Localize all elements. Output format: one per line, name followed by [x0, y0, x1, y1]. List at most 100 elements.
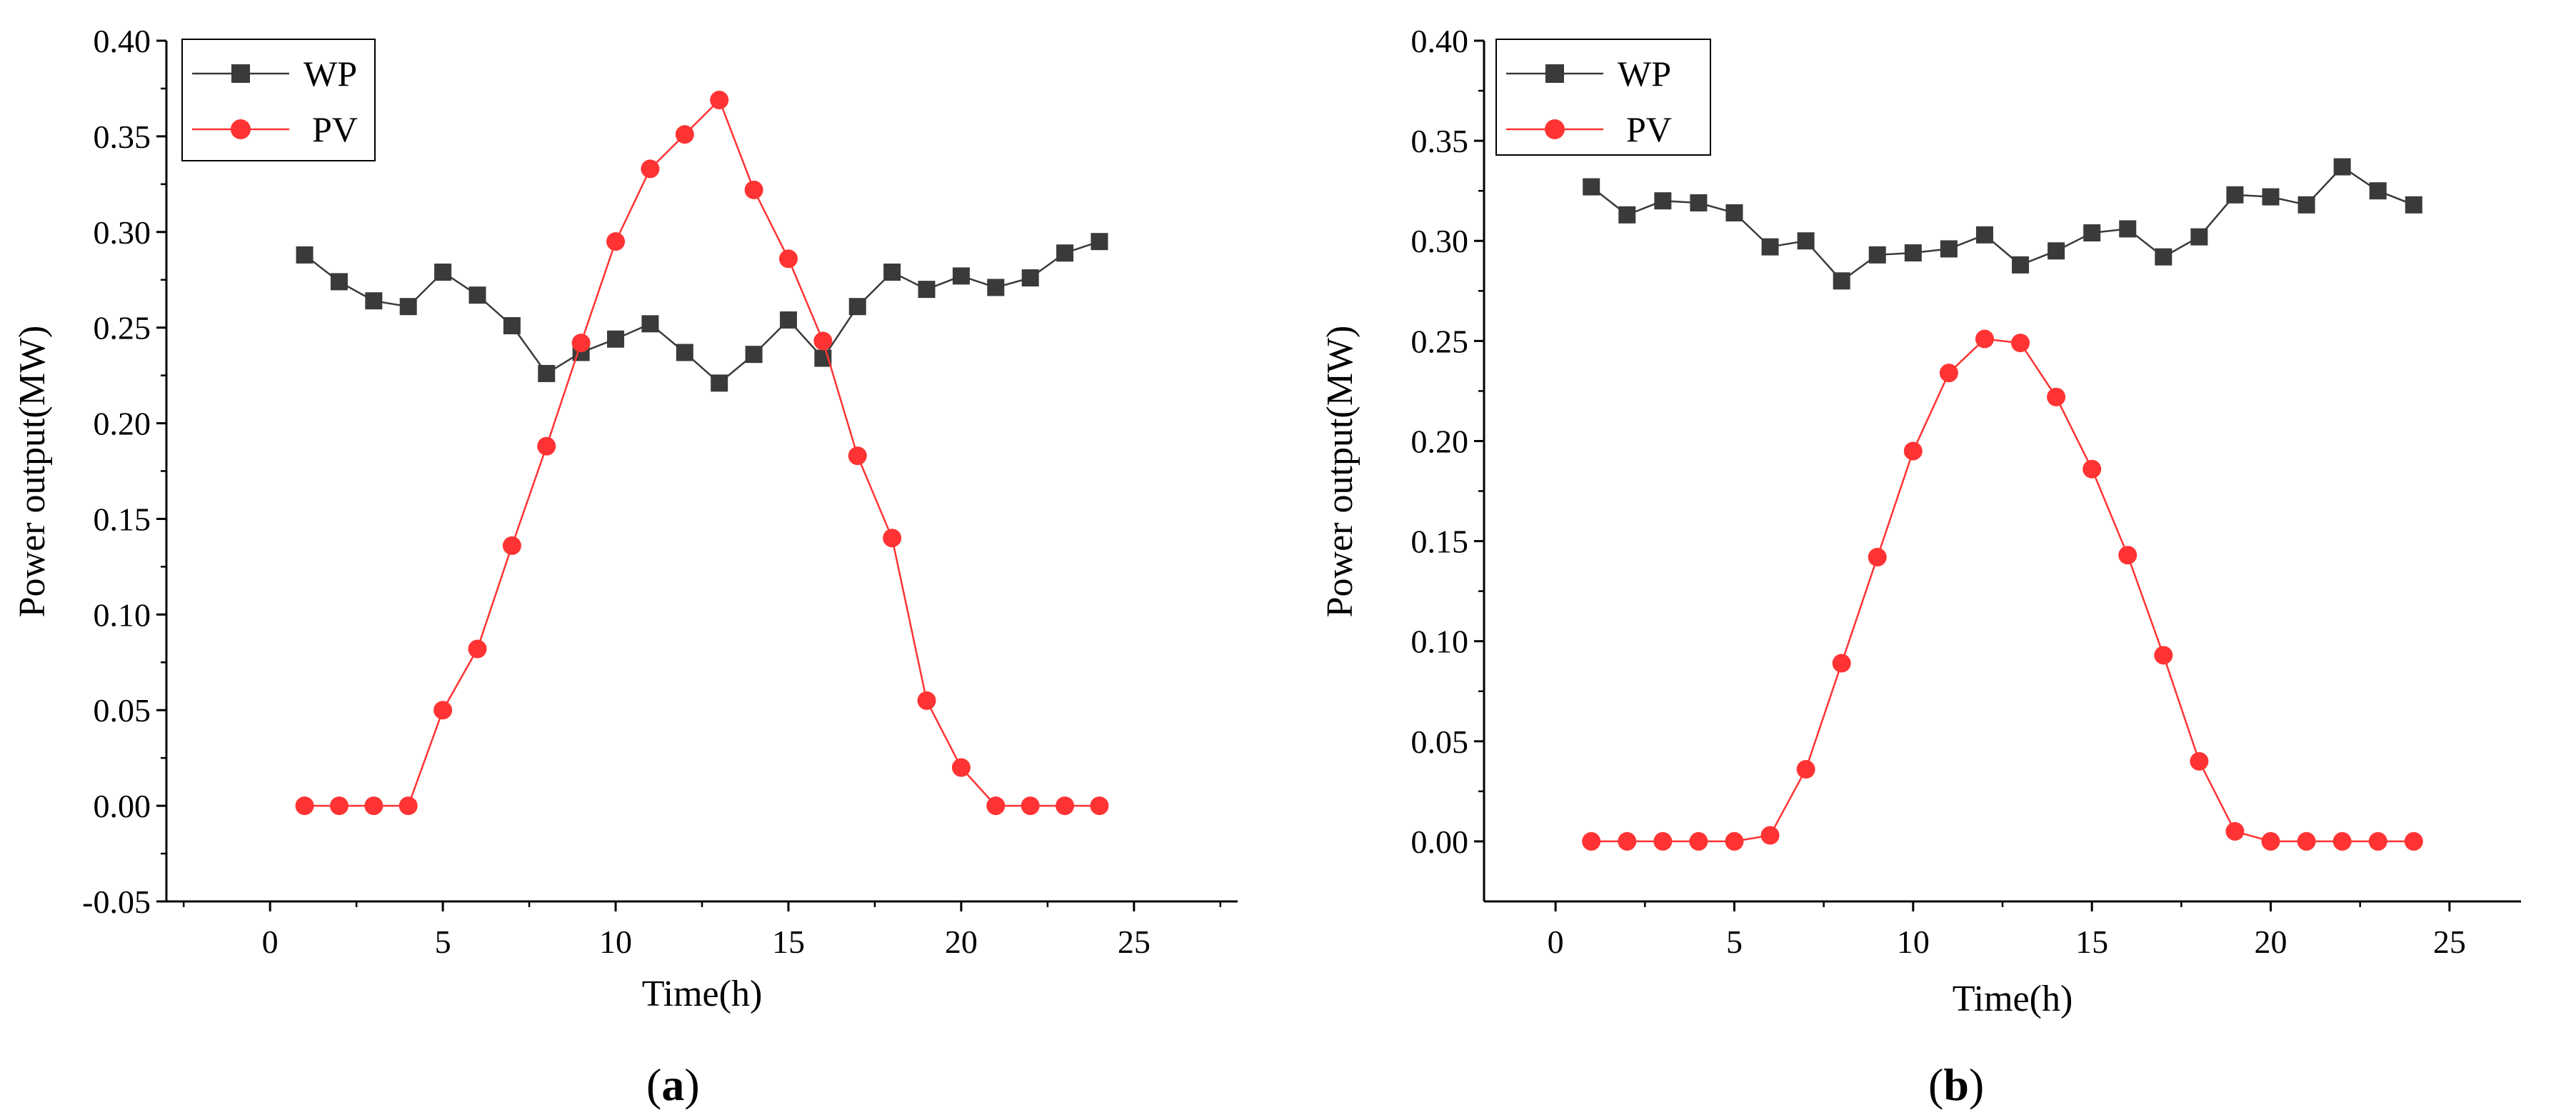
data-point-wp — [779, 311, 797, 329]
data-point-wp — [399, 298, 417, 316]
x-tick-label: 0 — [262, 924, 279, 960]
data-point-pv — [744, 180, 763, 199]
data-point-wp — [987, 279, 1005, 296]
data-point-wp — [918, 281, 936, 299]
y-tick-label: 0.35 — [1411, 123, 1469, 159]
x-tick-label: 20 — [2255, 924, 2287, 960]
y-tick-label: 0.30 — [94, 214, 151, 251]
data-point-wp — [330, 273, 348, 291]
legend: WP PV — [181, 39, 376, 161]
data-point-pv — [433, 701, 453, 720]
x-tick-label: 25 — [1118, 924, 1151, 960]
data-point-pv — [813, 331, 833, 351]
data-point-pv — [399, 796, 418, 816]
data-point-pv — [986, 796, 1006, 816]
data-point-wp — [2297, 196, 2315, 214]
data-point-pv — [502, 536, 521, 555]
y-tick-label: 0.25 — [1411, 323, 1469, 359]
data-point-wp — [365, 292, 383, 310]
y-tick-label: 0.15 — [1411, 524, 1469, 560]
data-point-pv — [951, 758, 971, 777]
x-tick-label: 5 — [1726, 924, 1743, 960]
data-point-wp — [1056, 244, 1074, 262]
x-tick-label: 15 — [2075, 924, 2108, 960]
series-wp — [1583, 158, 2422, 290]
data-point-pv — [364, 796, 384, 816]
x-tick-label: 10 — [599, 924, 632, 960]
data-point-wp — [883, 264, 901, 281]
series-line-pv — [1591, 338, 2414, 843]
data-point-pv — [329, 796, 349, 816]
x-tick-label: 0 — [1548, 924, 1564, 960]
data-point-pv — [2011, 334, 2030, 353]
data-point-pv — [1903, 441, 1923, 461]
data-point-pv — [2154, 646, 2173, 665]
data-point-pv — [1725, 831, 1744, 851]
data-point-wp — [468, 286, 486, 304]
data-point-wp — [1833, 272, 1850, 290]
data-point-pv — [2190, 751, 2209, 771]
data-point-wp — [1904, 244, 1922, 262]
data-point-pv — [468, 639, 487, 659]
data-point-wp — [1091, 233, 1108, 251]
y-tick-label: 0.05 — [94, 692, 151, 729]
data-point-pv — [1653, 831, 1673, 851]
data-point-wp — [2190, 228, 2208, 246]
x-axis-label: Time(h) — [642, 974, 763, 1014]
data-point-wp — [2083, 224, 2101, 242]
data-point-wp — [434, 264, 452, 281]
x-tick-label: 5 — [435, 924, 451, 960]
y-tick-label: -0.05 — [82, 884, 151, 920]
data-point-wp — [1940, 240, 1958, 258]
data-point-pv — [710, 91, 729, 110]
panel-letter: b — [1943, 1059, 1969, 1110]
data-point-pv — [848, 446, 867, 466]
legend: WP PV — [1495, 39, 1711, 156]
data-point-wp — [1690, 194, 1708, 211]
data-point-wp — [2226, 186, 2244, 204]
data-point-pv — [641, 159, 660, 179]
y-tick-label: 0.35 — [94, 119, 151, 155]
data-point-pv — [2261, 831, 2280, 851]
y-tick-label: 0.20 — [94, 406, 151, 442]
data-point-wp — [2405, 196, 2422, 214]
y-axis-label: Power output(MW) — [1320, 326, 1360, 618]
data-point-pv — [883, 529, 902, 548]
data-point-pv — [1975, 329, 1994, 349]
legend-marker-pv — [1545, 119, 1565, 139]
series-line-wp — [1590, 165, 2415, 282]
data-point-wp — [1583, 178, 1600, 196]
data-point-pv — [2083, 459, 2102, 479]
data-point-pv — [1618, 831, 1637, 851]
data-point-wp — [2048, 242, 2065, 260]
data-point-pv — [1796, 760, 1815, 779]
data-point-pv — [1760, 826, 1780, 845]
y-tick-label: 0.05 — [1411, 724, 1469, 760]
legend-label-pv: PV — [1626, 109, 1672, 149]
data-point-pv — [1868, 548, 1887, 566]
data-point-wp — [2155, 248, 2172, 266]
data-point-wp — [1797, 232, 1815, 250]
data-point-wp — [1761, 238, 1779, 256]
data-point-wp — [1725, 204, 1743, 221]
data-point-wp — [1021, 269, 1039, 287]
data-point-wp — [641, 315, 659, 333]
data-point-pv — [2225, 821, 2245, 841]
data-point-wp — [296, 246, 314, 264]
x-tick-label: 25 — [2433, 924, 2466, 960]
x-axis-label: Time(h) — [1953, 979, 2073, 1019]
data-point-pv — [2332, 831, 2352, 851]
y-tick-label: 0.25 — [94, 310, 151, 346]
data-point-pv — [2404, 831, 2423, 851]
data-point-pv — [1939, 364, 1958, 383]
y-tick-label: 0.00 — [94, 788, 151, 824]
data-point-pv — [1090, 796, 1109, 816]
data-point-wp — [503, 316, 521, 334]
data-point-pv — [1832, 654, 1851, 673]
data-point-pv — [778, 249, 798, 269]
data-point-wp — [676, 344, 693, 361]
data-point-wp — [848, 298, 866, 316]
data-point-wp — [2369, 182, 2387, 200]
data-point-pv — [2118, 546, 2138, 565]
data-point-wp — [2262, 188, 2280, 206]
